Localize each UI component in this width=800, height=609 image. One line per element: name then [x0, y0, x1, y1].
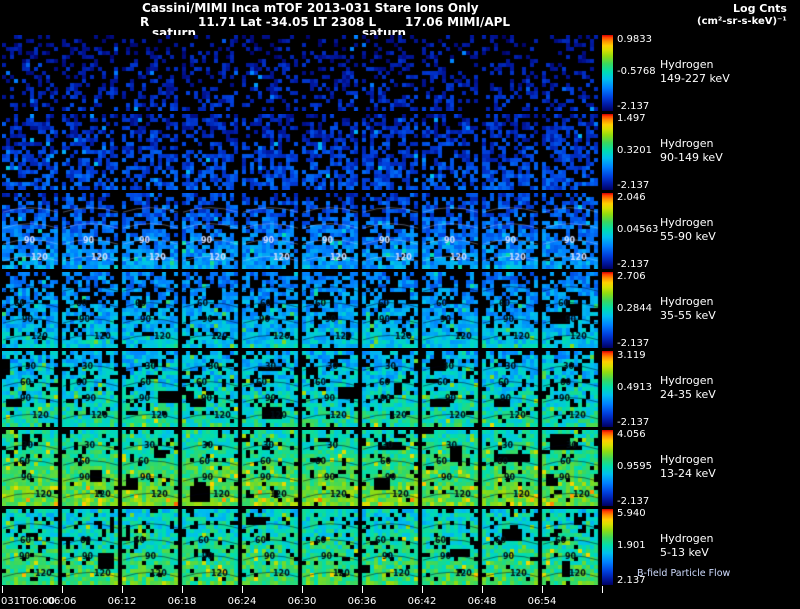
- colorbar-max-label: 3.119: [617, 350, 646, 361]
- axis-tick: [542, 586, 543, 593]
- colorbar-min-label: -2.137: [617, 180, 650, 191]
- colorbar-mid-label: 0.9595: [617, 461, 652, 472]
- colorbar-max-label: 4.056: [617, 429, 646, 440]
- axis-tick: [602, 586, 603, 593]
- axis-tick: [2, 586, 3, 593]
- heatmap-canvas: [2, 193, 602, 269]
- time-label: 06:12: [107, 596, 137, 607]
- energy-label: 35-55 keV: [660, 309, 716, 322]
- colorbar-min-label: -2.137: [617, 338, 650, 349]
- axis-tick: [242, 586, 243, 593]
- time-label: 06:30: [287, 596, 317, 607]
- species-label: Hydrogen: [660, 374, 714, 387]
- time-label: 06:54: [527, 596, 557, 607]
- axis-tick: [362, 586, 363, 593]
- heatmap-canvas: [2, 430, 602, 506]
- colorbar-max-label: 5.940: [617, 508, 646, 519]
- colorbar-max-label: 1.497: [617, 113, 646, 124]
- colorbar-mid-label: 0.3201: [617, 145, 652, 156]
- colorbar-min-label: 2.137: [617, 575, 646, 586]
- colorbar-min-label: -2.137: [617, 417, 650, 428]
- time-label: 031T06:00: [1, 596, 56, 607]
- colorbar-max-label: 2.046: [617, 192, 646, 203]
- energy-label: 5-13 keV: [660, 546, 709, 559]
- colorbar: [602, 35, 613, 111]
- subtitle-ephemeris: 11.71 Lat -34.05 LT 2308 L: [198, 15, 377, 29]
- colorbar-mid-label: -0.5768: [617, 66, 656, 77]
- colorbar-max-label: 2.706: [617, 271, 646, 282]
- axis-tick: [482, 586, 483, 593]
- colorbar-min-label: -2.137: [617, 259, 650, 270]
- colorbar-mid-label: 0.04563: [617, 224, 659, 235]
- legend-units: (cm²-sr-s-keV)⁻¹: [697, 16, 787, 27]
- time-label: 06:18: [167, 596, 197, 607]
- colorbar: [602, 509, 613, 585]
- time-label: 06:24: [227, 596, 257, 607]
- energy-label: 55-90 keV: [660, 230, 716, 243]
- subtitle-right-values: 17.06 MIMI/APL: [405, 15, 511, 29]
- energy-label: 90-149 keV: [660, 151, 723, 164]
- time-label: 06:42: [407, 596, 437, 607]
- legend-title: Log Cnts: [733, 2, 787, 15]
- plot-title: Cassini/MIMI Inca mTOF 2013-031 Stare Io…: [142, 1, 479, 15]
- time-label: 06:48: [467, 596, 497, 607]
- heatmap-canvas: [2, 351, 602, 427]
- heatmap-canvas: [2, 35, 602, 111]
- colorbar: [602, 351, 613, 427]
- species-label: Hydrogen: [660, 295, 714, 308]
- species-label: Hydrogen: [660, 216, 714, 229]
- bfield-flow-note: B-field Particle Flow: [637, 568, 731, 579]
- colorbar: [602, 430, 613, 506]
- species-label: Hydrogen: [660, 137, 714, 150]
- species-label: Hydrogen: [660, 532, 714, 545]
- colorbar: [602, 114, 613, 190]
- colorbar-mid-label: 0.4913: [617, 382, 652, 393]
- colorbar: [602, 193, 613, 269]
- time-label: 06:06: [47, 596, 77, 607]
- colorbar-mid-label: 0.2844: [617, 303, 652, 314]
- subtitle-r-label: R: [140, 15, 150, 29]
- axis-tick: [302, 586, 303, 593]
- heatmap-canvas: [2, 114, 602, 190]
- energy-label: 24-35 keV: [660, 388, 716, 401]
- species-label: Hydrogen: [660, 453, 714, 466]
- heatmap-canvas: [2, 272, 602, 348]
- colorbar-min-label: -2.137: [617, 496, 650, 507]
- energy-label: 13-24 keV: [660, 467, 716, 480]
- axis-tick: [122, 586, 123, 593]
- axis-tick: [422, 586, 423, 593]
- species-label: Hydrogen: [660, 58, 714, 71]
- colorbar-mid-label: 1.901: [617, 540, 646, 551]
- time-label: 06:36: [347, 596, 377, 607]
- colorbar: [602, 272, 613, 348]
- heatmap-canvas: [2, 509, 602, 585]
- colorbar-max-label: 0.9833: [617, 34, 652, 45]
- axis-tick: [182, 586, 183, 593]
- colorbar-min-label: -2.137: [617, 101, 650, 112]
- energy-label: 149-227 keV: [660, 72, 730, 85]
- axis-tick: [62, 586, 63, 593]
